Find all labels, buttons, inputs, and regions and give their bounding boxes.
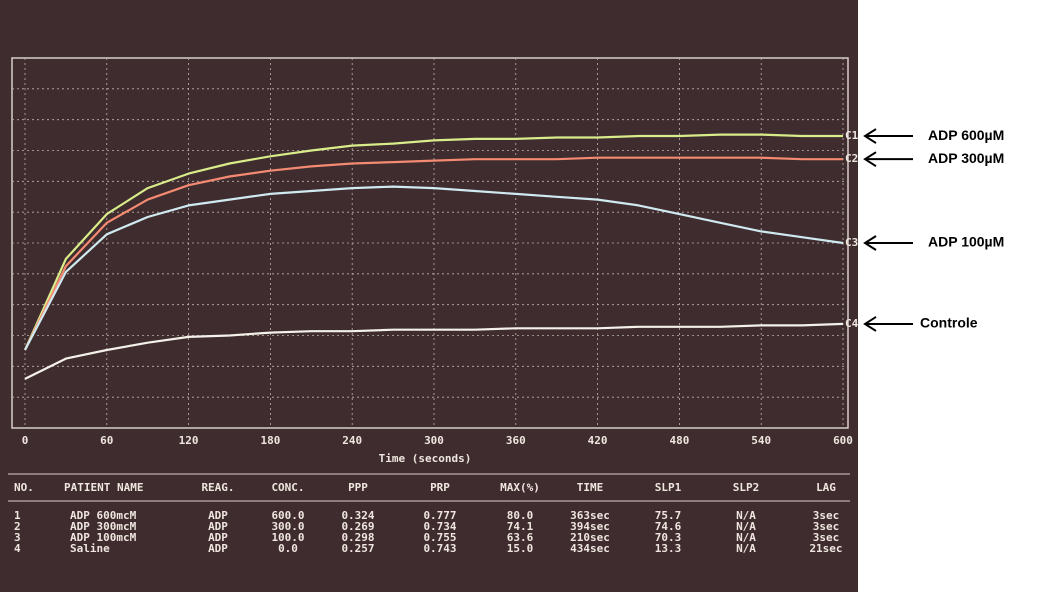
table-header: CONC. [271, 481, 304, 494]
x-tick-label: 300 [424, 434, 444, 447]
table-cell: ADP [208, 542, 228, 555]
series-label: C1 [845, 129, 859, 142]
table-cell: 4 [14, 542, 21, 555]
x-tick-label: 600 [833, 434, 853, 447]
table-header: PATIENT NAME [64, 481, 143, 494]
annotation: ADP 300µM [928, 150, 1004, 166]
table-header: LAG [816, 481, 836, 494]
x-tick-label: 0 [22, 434, 29, 447]
table-cell: Saline [70, 542, 110, 555]
table-cell: 0.257 [341, 542, 374, 555]
x-tick-label: 120 [179, 434, 199, 447]
x-tick-label: 540 [751, 434, 771, 447]
table-cell: 0.743 [423, 542, 456, 555]
series-label: C2 [845, 152, 858, 165]
table-header: NO. [14, 481, 34, 494]
table-cell: 13.3 [655, 542, 682, 555]
table-cell: N/A [736, 542, 756, 555]
table-cell: 21sec [809, 542, 842, 555]
table-cell: 434sec [570, 542, 610, 555]
table-header: PRP [430, 481, 450, 494]
page: 060120180240300360420480540600 C1C2C3C4 … [0, 0, 1045, 592]
table-cell: 15.0 [507, 542, 534, 555]
table-header: SLP1 [655, 481, 682, 494]
x-tick-label: 240 [342, 434, 362, 447]
table-cell: 0.0 [278, 542, 298, 555]
annotations: ADP 600µM ADP 300µM ADP 100µM Controle [865, 127, 1004, 331]
series-label: C3 [845, 236, 858, 249]
annotation: ADP 100µM [928, 234, 1004, 250]
table-header: PPP [348, 481, 368, 494]
x-tick-label: 60 [100, 434, 113, 447]
x-tick-label: 360 [506, 434, 526, 447]
annotation: ADP 600µM [928, 127, 1004, 143]
table-header: TIME [577, 481, 604, 494]
annotation: Controle [920, 315, 978, 331]
table-header: MAX(%) [500, 481, 540, 494]
series-label: C4 [845, 317, 859, 330]
x-tick-label: 180 [260, 434, 280, 447]
table-header: SLP2 [733, 481, 760, 494]
x-axis-label: Time (seconds) [379, 452, 472, 465]
x-tick-label: 420 [588, 434, 608, 447]
table-header: REAG. [201, 481, 234, 494]
x-tick-label: 480 [669, 434, 689, 447]
